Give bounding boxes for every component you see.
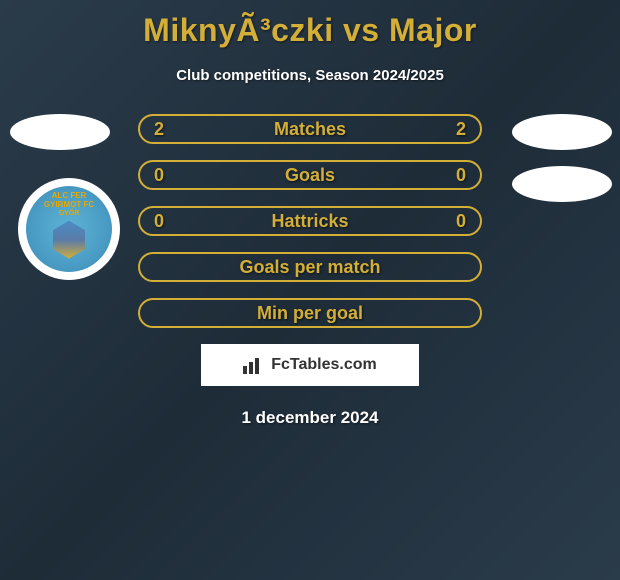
stat-bar-min-per-goal: Min per goal: [138, 298, 482, 328]
main-content: ALC FER GYIRMOT FC GYŐR 2 Matches 2 0 Go…: [0, 114, 620, 428]
page-title: MiknyÃ³czki vs Major: [0, 0, 620, 49]
stat-bar-goals-per-match: Goals per match: [138, 252, 482, 282]
stat-label: Goals: [285, 165, 335, 186]
stat-bar-hattricks: 0 Hattricks 0: [138, 206, 482, 236]
player-left-icon-1: [10, 114, 110, 150]
stat-left-value: 2: [154, 119, 164, 140]
chart-icon: [243, 356, 265, 374]
stat-bar-matches: 2 Matches 2: [138, 114, 482, 144]
club-badge-inner: ALC FER GYIRMOT FC GYŐR: [26, 186, 112, 272]
date-text: 1 december 2024: [0, 408, 620, 428]
club-badge-line3: GYŐR: [59, 210, 80, 217]
stat-left-value: 0: [154, 165, 164, 186]
stat-label: Hattricks: [271, 211, 348, 232]
stat-right-value: 2: [456, 119, 466, 140]
stat-right-value: 0: [456, 211, 466, 232]
club-shield-icon: [53, 221, 85, 259]
stat-right-value: 0: [456, 165, 466, 186]
branding-text: FcTables.com: [271, 356, 377, 374]
player-right-icon-1: [512, 114, 612, 150]
stat-bars-container: 2 Matches 2 0 Goals 0 0 Hattricks 0 Goal…: [138, 114, 482, 328]
stat-bar-goals: 0 Goals 0: [138, 160, 482, 190]
subtitle: Club competitions, Season 2024/2025: [0, 67, 620, 84]
branding-box[interactable]: FcTables.com: [201, 344, 419, 386]
stat-label: Goals per match: [239, 257, 380, 278]
club-badge-line2: GYIRMOT FC: [44, 201, 94, 210]
stat-left-value: 0: [154, 211, 164, 232]
stat-label: Matches: [274, 119, 346, 140]
club-badge: ALC FER GYIRMOT FC GYŐR: [18, 178, 120, 280]
player-right-icon-2: [512, 166, 612, 202]
stat-label: Min per goal: [257, 303, 363, 324]
